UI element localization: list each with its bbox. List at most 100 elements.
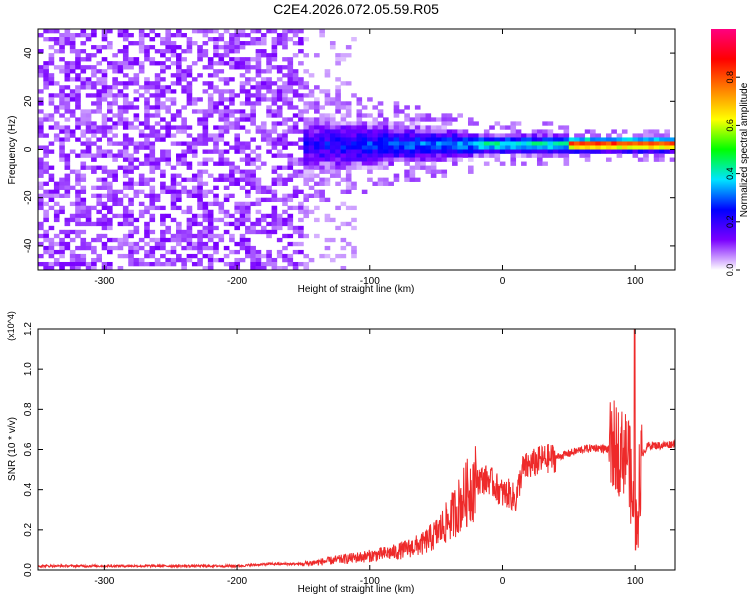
heatmap-cell: [266, 29, 272, 34]
heatmap-cell: [632, 133, 639, 138]
heatmap-cell: [303, 101, 310, 106]
heatmap-cell: [372, 105, 379, 110]
heatmap-cell: [542, 121, 548, 126]
heatmap-cell: [48, 249, 55, 255]
heatmap-cell: [266, 77, 272, 82]
heatmap-cell: [356, 133, 363, 138]
heatmap-cell: [213, 185, 219, 190]
heatmap-cell: [80, 173, 87, 178]
heatmap-cell: [558, 137, 564, 142]
heatmap-cell: [494, 121, 501, 126]
heatmap-cell: [218, 137, 225, 142]
heatmap-cell: [229, 165, 235, 170]
heatmap-cell: [202, 209, 209, 215]
heatmap-cell: [287, 105, 294, 110]
heatmap-cell: [96, 153, 102, 158]
heatmap-cell: [59, 265, 65, 270]
heatmap-cell: [245, 153, 251, 158]
heatmap-cell: [80, 241, 87, 247]
heatmap-cell: [563, 145, 570, 150]
heatmap-cell: [218, 161, 225, 166]
heatmap-cell: [101, 261, 108, 267]
heatmap-cell: [69, 77, 76, 82]
heatmap-cell: [467, 169, 474, 174]
heatmap-cell: [234, 257, 241, 263]
heatmap-cell: [329, 145, 336, 150]
heatmap-cell: [335, 137, 341, 142]
heatmap-cell: [107, 249, 113, 255]
heatmap-cell: [75, 97, 81, 102]
heatmap-cell: [223, 197, 230, 203]
heatmap-cell: [144, 225, 150, 231]
colorbar: 0.00.20.40.60.8 Normalized spectral ampl…: [711, 29, 750, 276]
heatmap-cell: [191, 173, 198, 178]
heatmap-cell: [430, 169, 437, 174]
heatmap-cell: [669, 157, 675, 162]
heatmap-cell: [223, 29, 230, 34]
heatmap-cell: [53, 249, 60, 255]
heatmap-cell: [53, 181, 60, 186]
heatmap-cell: [361, 129, 368, 134]
heatmap-cell: [122, 61, 129, 66]
heatmap-cell: [43, 29, 49, 34]
heatmap-cell: [356, 153, 363, 158]
heatmap-cell: [314, 189, 320, 194]
heatmap-cell: [75, 57, 81, 62]
heatmap-cell: [276, 225, 283, 231]
heatmap-cell: [229, 109, 235, 114]
heatmap-cell: [170, 41, 177, 46]
heatmap-cell: [128, 241, 134, 247]
heatmap-cell: [69, 265, 76, 270]
heatmap-cell: [425, 137, 432, 142]
heatmap-cell: [144, 85, 150, 90]
heatmap-cell: [213, 69, 219, 74]
heatmap-cell: [64, 233, 71, 239]
heatmap-cell: [276, 253, 283, 259]
heatmap-cell: [457, 129, 463, 134]
heatmap-cell: [271, 45, 278, 50]
heatmap-cell: [298, 93, 304, 98]
heatmap-cell: [80, 245, 87, 251]
heatmap-cell: [85, 125, 92, 130]
heatmap-cell: [282, 65, 288, 70]
heatmap-cell: [80, 65, 87, 70]
heatmap-cell: [197, 73, 203, 78]
heatmap-cell: [80, 197, 87, 203]
heatmap-cell: [59, 49, 65, 54]
heatmap-cell: [122, 193, 129, 198]
heatmap-cell: [526, 149, 532, 154]
heatmap-cell: [563, 157, 570, 162]
heatmap-cell: [138, 173, 145, 178]
heatmap-cell: [319, 165, 325, 170]
heatmap-cell: [176, 113, 182, 118]
heatmap-cell: [75, 197, 81, 203]
heatmap-cell: [303, 37, 310, 42]
heatmap-cell: [637, 137, 644, 142]
heatmap-cell: [186, 149, 193, 154]
heatmap-cell: [207, 201, 214, 207]
heatmap-cell: [436, 133, 442, 138]
heatmap-cell: [239, 101, 246, 106]
heatmap-cell: [218, 77, 225, 82]
heatmap-cell: [165, 249, 172, 255]
heatmap-cell: [69, 257, 76, 263]
heatmap-cell: [255, 201, 262, 207]
heatmap-cell: [133, 229, 140, 235]
heatmap-cell: [186, 73, 193, 78]
heatmap-cell: [335, 97, 341, 102]
heatmap-cell: [234, 61, 241, 66]
heatmap-cell: [170, 73, 177, 78]
heatmap-cell: [436, 169, 442, 174]
heatmap-cell: [409, 173, 416, 178]
heatmap-cell: [239, 169, 246, 174]
heatmap-cell: [377, 149, 384, 154]
heatmap-cell: [186, 45, 193, 50]
heatmap-cell: [101, 153, 108, 158]
heatmap-cell: [128, 101, 134, 106]
heatmap-cell: [287, 221, 294, 227]
heatmap-cell: [351, 157, 357, 162]
heatmap-cell: [101, 241, 108, 247]
spectrogram-cells: [38, 29, 675, 270]
heatmap-cell: [128, 61, 134, 66]
heatmap-cell: [59, 69, 65, 74]
